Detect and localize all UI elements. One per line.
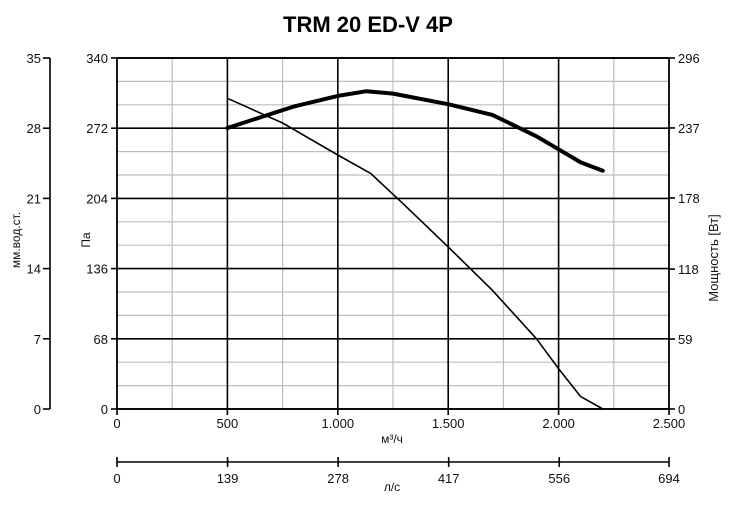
x2-axis-tick-label: 417 (438, 471, 460, 486)
axes (43, 57, 675, 467)
y-right-tick-label: 0 (678, 402, 685, 417)
power-curve (225, 89, 605, 173)
y-left-outer-tick-label: 35 (27, 51, 41, 66)
y-left-inner-tick-label: 136 (86, 262, 108, 277)
x-axis-tick-label: 0 (113, 416, 120, 431)
y-left-inner-tick-label: 0 (101, 402, 108, 417)
tick-labels: 0 7 14 21 28 35 0 68 136 204 272 340 0 59 118 178 237 296… (27, 51, 700, 486)
y-left-outer-tick-label: 14 (27, 262, 41, 277)
y-right-tick-label: 118 (678, 262, 699, 277)
x-axis-label: м³/ч (381, 432, 403, 446)
chart-title: TRM 20 ED-V 4P (283, 12, 453, 37)
y-left-inner-tick-label: 204 (86, 191, 108, 206)
y-left-inner-tick-label: 272 (86, 121, 108, 136)
plot-frame (116, 57, 670, 410)
x-axis-tick-label: 1.500 (432, 416, 465, 431)
x2-axis-tick-label: 694 (658, 471, 680, 486)
y-left-outer-tick-label: 0 (34, 402, 41, 417)
x2-axis-tick-label: 139 (217, 471, 239, 486)
y-right-tick-label: 296 (678, 51, 700, 66)
y-left-outer-tick-label: 21 (27, 191, 41, 206)
x-axis-tick-label: 1.000 (322, 416, 355, 431)
y-right-label: Мощность [Вт] (706, 214, 721, 302)
grid (117, 57, 669, 410)
y-left-outer-tick-label: 7 (34, 332, 41, 347)
y-left-inner-tick-label: 340 (86, 51, 108, 66)
y-right-tick-label: 59 (678, 332, 692, 347)
y-left-outer-label: мм.вод.ст. (9, 212, 23, 268)
y-left-inner-tick-label: 68 (94, 332, 108, 347)
x-axis-tick-label: 2.500 (653, 416, 686, 431)
y-left-inner-label: Па (79, 232, 93, 248)
x2-axis-label: л/с (384, 480, 400, 494)
x2-axis-tick-label: 278 (327, 471, 349, 486)
y-right-tick-label: 178 (678, 191, 700, 206)
y-left-outer-tick-label: 28 (27, 121, 41, 136)
x2-axis-tick-label: 0 (113, 471, 120, 486)
series (225, 89, 605, 410)
x2-axis-tick-label: 556 (548, 471, 570, 486)
y-right-tick-label: 237 (678, 121, 700, 136)
x-axis-tick-label: 2.000 (542, 416, 575, 431)
x-axis-tick-label: 500 (217, 416, 239, 431)
pressure-curve (226, 97, 604, 410)
